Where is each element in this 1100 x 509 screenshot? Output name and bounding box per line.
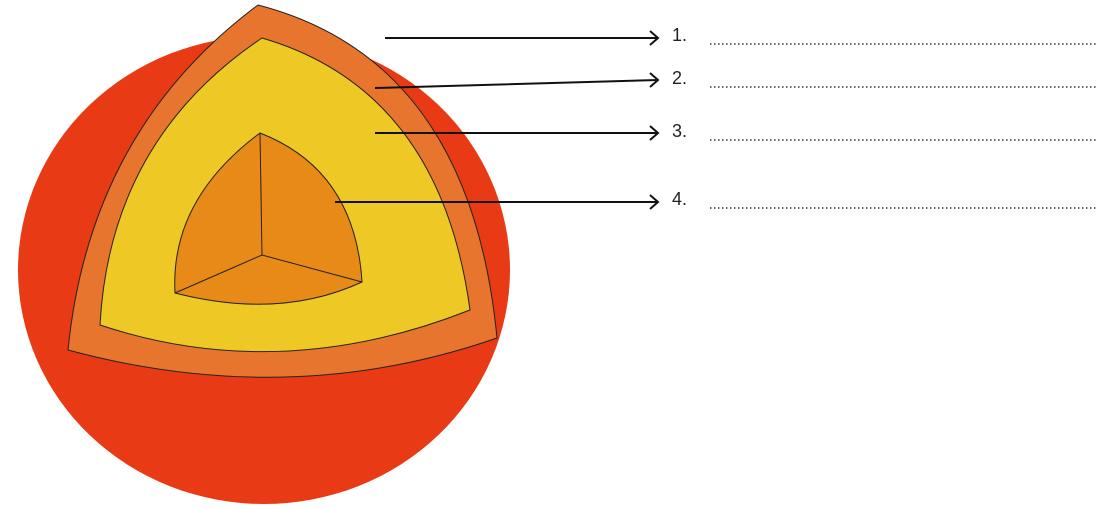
label-number: 1.: [672, 25, 687, 45]
core-edges: [174, 132, 363, 294]
label-number: 3.: [672, 121, 687, 141]
arrows: [335, 30, 660, 210]
arrow: [335, 194, 660, 210]
label-number: 4.: [672, 189, 687, 209]
core: [174, 132, 363, 305]
arrow: [385, 30, 660, 46]
arrow: [375, 125, 660, 141]
answer-lines: [710, 43, 1098, 209]
label-number: 2.: [672, 68, 687, 88]
arrow: [374, 72, 660, 89]
